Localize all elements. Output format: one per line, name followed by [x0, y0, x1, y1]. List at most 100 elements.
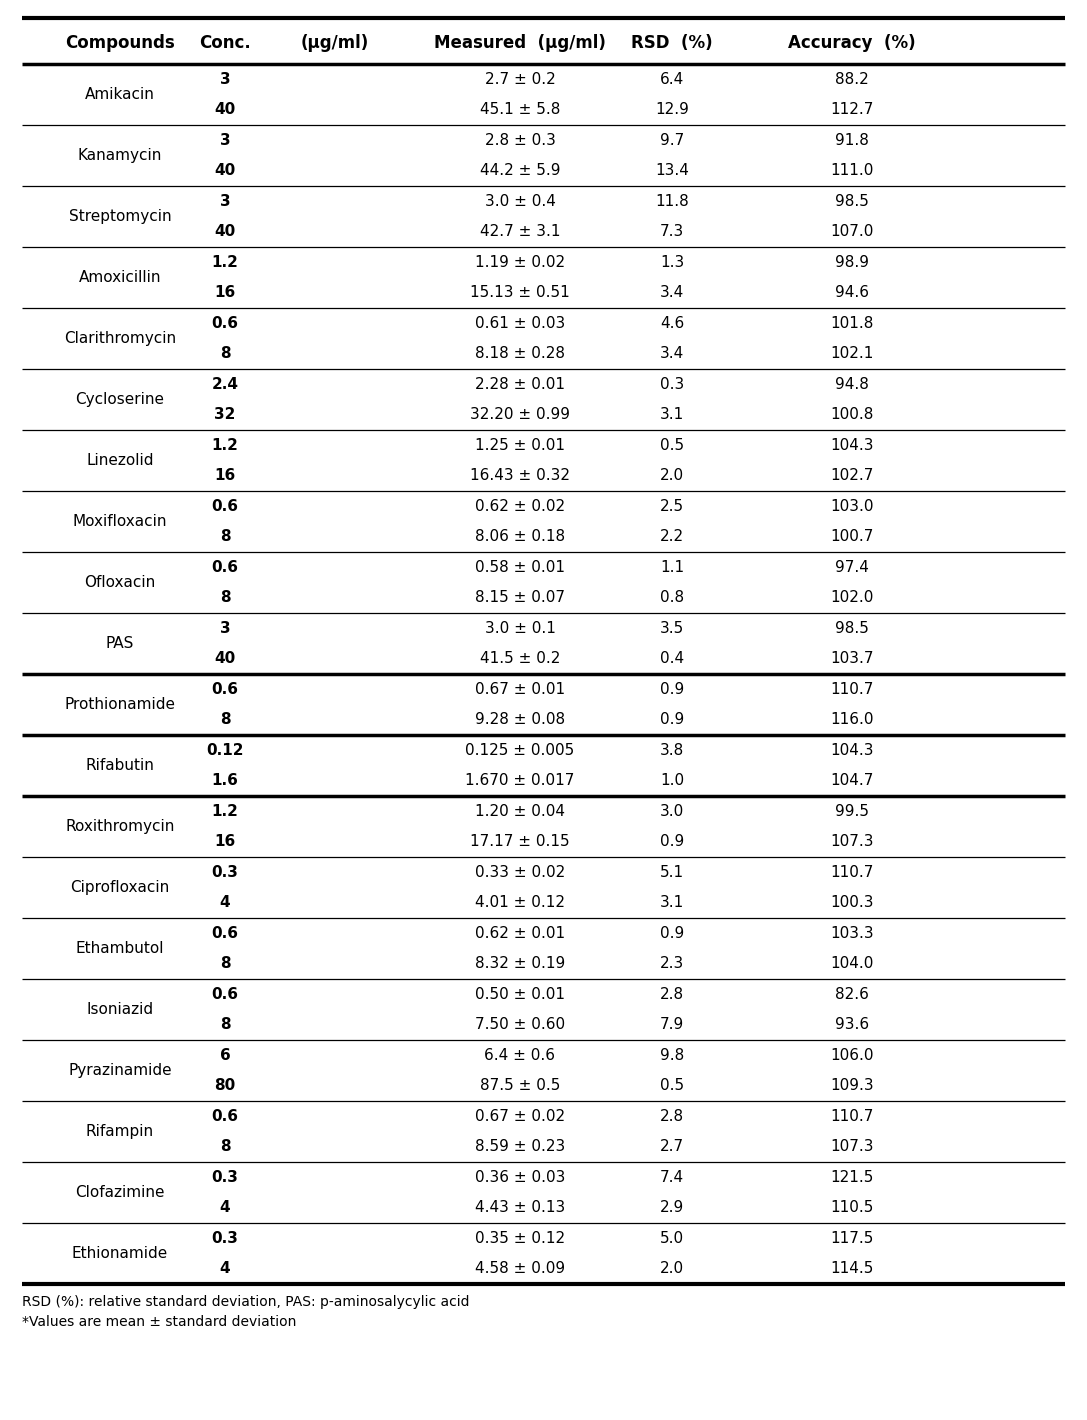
Text: 94.8: 94.8: [835, 376, 869, 392]
Text: 5.0: 5.0: [660, 1231, 684, 1245]
Text: 107.3: 107.3: [830, 1139, 874, 1154]
Text: Cycloserine: Cycloserine: [75, 392, 164, 408]
Text: Rifabutin: Rifabutin: [86, 758, 154, 772]
Text: 0.6: 0.6: [212, 559, 238, 575]
Text: 9.7: 9.7: [660, 132, 684, 148]
Text: 8.15 ± 0.07: 8.15 ± 0.07: [475, 591, 565, 605]
Text: 44.2 ± 5.9: 44.2 ± 5.9: [479, 163, 560, 179]
Text: 101.8: 101.8: [830, 315, 874, 331]
Text: 0.36 ± 0.03: 0.36 ± 0.03: [475, 1170, 565, 1184]
Text: 1.19 ± 0.02: 1.19 ± 0.02: [475, 254, 565, 270]
Text: 1.670 ± 0.017: 1.670 ± 0.017: [465, 774, 575, 788]
Text: 0.3: 0.3: [212, 1231, 238, 1245]
Text: 97.4: 97.4: [835, 559, 869, 575]
Text: 2.0: 2.0: [660, 1261, 684, 1277]
Text: 1.25 ± 0.01: 1.25 ± 0.01: [475, 437, 565, 453]
Text: 4.01 ± 0.12: 4.01 ± 0.12: [475, 895, 565, 910]
Text: 102.7: 102.7: [830, 469, 874, 483]
Text: 0.5: 0.5: [660, 437, 684, 453]
Text: 0.62 ± 0.02: 0.62 ± 0.02: [475, 498, 565, 514]
Text: 0.5: 0.5: [660, 1078, 684, 1093]
Text: 103.0: 103.0: [830, 498, 874, 514]
Text: 2.5: 2.5: [660, 498, 684, 514]
Text: 2.7: 2.7: [660, 1139, 684, 1154]
Text: 0.67 ± 0.02: 0.67 ± 0.02: [475, 1109, 565, 1123]
Text: 99.5: 99.5: [835, 804, 869, 819]
Text: 87.5 ± 0.5: 87.5 ± 0.5: [479, 1078, 560, 1093]
Text: Ciprofloxacin: Ciprofloxacin: [71, 880, 170, 895]
Text: 0.3: 0.3: [212, 1170, 238, 1184]
Text: 40: 40: [214, 163, 236, 179]
Text: 1.2: 1.2: [212, 804, 238, 819]
Text: 40: 40: [214, 102, 236, 118]
Text: 42.7 ± 3.1: 42.7 ± 3.1: [479, 224, 560, 239]
Text: 2.8: 2.8: [660, 987, 684, 1001]
Text: 0.50 ± 0.01: 0.50 ± 0.01: [475, 987, 565, 1001]
Text: 8: 8: [220, 713, 230, 727]
Text: 98.5: 98.5: [835, 193, 869, 209]
Text: 107.0: 107.0: [830, 224, 874, 239]
Text: 0.6: 0.6: [212, 1109, 238, 1123]
Text: 16: 16: [214, 834, 236, 849]
Text: 0.8: 0.8: [660, 591, 684, 605]
Text: 6.4 ± 0.6: 6.4 ± 0.6: [485, 1048, 555, 1062]
Text: 102.1: 102.1: [830, 346, 874, 361]
Text: Amoxicillin: Amoxicillin: [78, 270, 161, 285]
Text: 6: 6: [220, 1048, 230, 1062]
Text: 8: 8: [220, 530, 230, 544]
Text: 110.7: 110.7: [830, 682, 874, 697]
Text: 100.8: 100.8: [830, 408, 874, 422]
Text: 1.2: 1.2: [212, 437, 238, 453]
Text: 1.3: 1.3: [660, 254, 684, 270]
Text: 4: 4: [220, 895, 230, 910]
Text: 100.3: 100.3: [830, 895, 874, 910]
Text: Conc.: Conc.: [199, 34, 251, 53]
Text: Roxithromycin: Roxithromycin: [65, 819, 175, 834]
Text: 8: 8: [220, 591, 230, 605]
Text: 1.1: 1.1: [660, 559, 684, 575]
Text: 8: 8: [220, 1139, 230, 1154]
Text: 3: 3: [220, 132, 230, 148]
Text: 13.4: 13.4: [655, 163, 689, 179]
Text: 0.58 ± 0.01: 0.58 ± 0.01: [475, 559, 565, 575]
Text: 0.9: 0.9: [660, 834, 684, 849]
Text: 0.4: 0.4: [660, 652, 684, 666]
Text: 0.35 ± 0.12: 0.35 ± 0.12: [475, 1231, 565, 1245]
Text: *Values are mean ± standard deviation: *Values are mean ± standard deviation: [22, 1315, 297, 1329]
Text: 3.0 ± 0.4: 3.0 ± 0.4: [485, 193, 555, 209]
Text: 0.6: 0.6: [212, 498, 238, 514]
Text: 3.0 ± 0.1: 3.0 ± 0.1: [485, 621, 555, 636]
Text: Compounds: Compounds: [65, 34, 175, 53]
Text: 93.6: 93.6: [835, 1017, 870, 1032]
Text: 8.32 ± 0.19: 8.32 ± 0.19: [475, 956, 565, 971]
Text: 104.3: 104.3: [830, 437, 874, 453]
Text: 0.61 ± 0.03: 0.61 ± 0.03: [475, 315, 565, 331]
Text: 8.06 ± 0.18: 8.06 ± 0.18: [475, 530, 565, 544]
Text: 103.3: 103.3: [830, 926, 874, 940]
Text: 2.4: 2.4: [212, 376, 238, 392]
Text: 7.4: 7.4: [660, 1170, 684, 1184]
Text: 7.50 ± 0.60: 7.50 ± 0.60: [475, 1017, 565, 1032]
Text: 8: 8: [220, 346, 230, 361]
Text: Linezolid: Linezolid: [86, 453, 153, 469]
Text: 107.3: 107.3: [830, 834, 874, 849]
Text: 3.0: 3.0: [660, 804, 684, 819]
Text: 3: 3: [220, 72, 230, 87]
Text: 11.8: 11.8: [655, 193, 689, 209]
Text: PAS: PAS: [105, 636, 134, 650]
Text: RSD  (%): RSD (%): [632, 34, 713, 53]
Text: 0.9: 0.9: [660, 926, 684, 940]
Text: 3.4: 3.4: [660, 346, 684, 361]
Text: 9.28 ± 0.08: 9.28 ± 0.08: [475, 713, 565, 727]
Text: 98.5: 98.5: [835, 621, 869, 636]
Text: 1.2: 1.2: [212, 254, 238, 270]
Text: Clofazimine: Clofazimine: [75, 1186, 165, 1200]
Text: 7.9: 7.9: [660, 1017, 684, 1032]
Text: 1.0: 1.0: [660, 774, 684, 788]
Text: 2.0: 2.0: [660, 469, 684, 483]
Text: Pyrazinamide: Pyrazinamide: [68, 1064, 172, 1078]
Text: 4.6: 4.6: [660, 315, 684, 331]
Text: Accuracy  (%): Accuracy (%): [788, 34, 916, 53]
Text: 3: 3: [220, 193, 230, 209]
Text: 12.9: 12.9: [655, 102, 689, 118]
